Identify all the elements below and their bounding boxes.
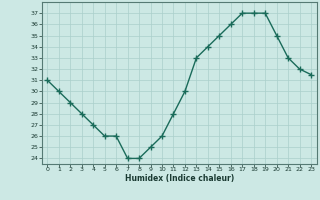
X-axis label: Humidex (Indice chaleur): Humidex (Indice chaleur) (124, 174, 234, 183)
